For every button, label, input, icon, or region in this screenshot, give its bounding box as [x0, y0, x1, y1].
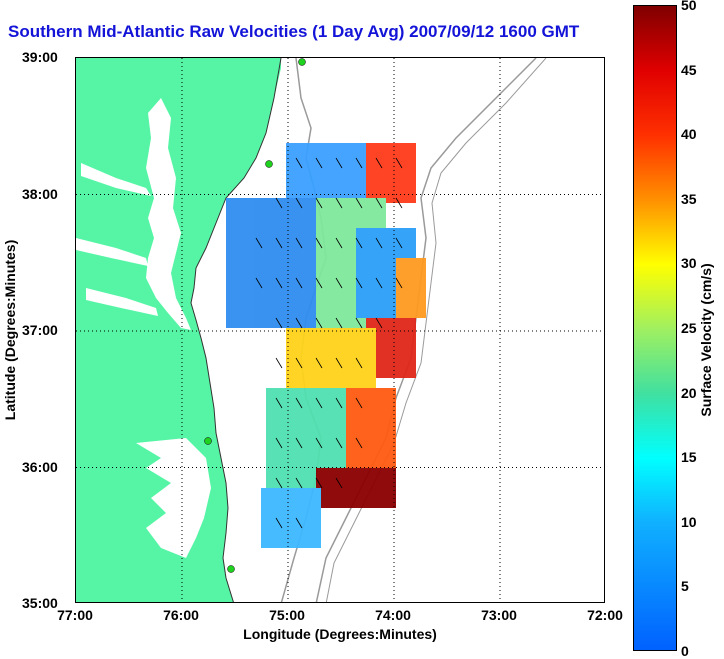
coastline [190, 58, 282, 602]
x-tick-label: 75:00 [269, 607, 305, 623]
colorbar-tick-label: 45 [681, 61, 697, 78]
x-tick-label: 72:00 [587, 607, 623, 623]
x-tick-label: 73:00 [481, 607, 517, 623]
y-tick-label: 39:00 [22, 49, 58, 65]
colorbar-tick-label: 15 [681, 449, 697, 466]
colorbar-label: Surface Velocity (cm/s) [698, 263, 714, 417]
colorbar-tick-label: 20 [681, 384, 697, 401]
y-tick-label: 36:00 [22, 458, 58, 475]
colorbar [633, 5, 677, 651]
y-tick-label: 38:00 [22, 185, 58, 202]
y-tick-label: 35:00 [22, 595, 58, 611]
river [81, 163, 151, 196]
station-marker [227, 565, 235, 573]
colorbar-tick-label: 5 [681, 578, 689, 595]
colorbar-tick-label: 30 [681, 255, 697, 272]
station-marker [298, 58, 306, 66]
bathymetry-contour [325, 58, 547, 602]
map-canvas [76, 58, 604, 602]
velocity-map [75, 57, 605, 603]
colorbar-tick-label: 50 [681, 0, 697, 13]
land-mass [76, 58, 281, 602]
y-axis-label: Latitude (Degrees:Minutes) [2, 239, 18, 421]
x-tick-label: 77:00 [57, 607, 93, 623]
station-marker [204, 437, 212, 445]
colorbar-tick-label: 25 [681, 320, 697, 336]
map-title: Southern Mid-Atlantic Raw Velocities (1 … [8, 22, 580, 41]
velocity-field [226, 143, 426, 548]
colorbar-tick-label: 35 [681, 190, 697, 207]
x-tick-label: 74:00 [375, 607, 411, 623]
chesapeake-bay [146, 98, 191, 330]
colorbar-gradient [634, 6, 676, 650]
y-tick-label: 37:00 [22, 322, 58, 338]
river [76, 238, 148, 266]
x-tick-label: 76:00 [163, 607, 199, 623]
colorbar-tick-label: 40 [681, 126, 697, 143]
river [86, 288, 158, 316]
station-marker [265, 160, 273, 168]
grid [76, 58, 604, 602]
colorbar-tick-label: 0 [681, 643, 689, 659]
velocity-arrows [255, 157, 403, 529]
x-axis-label: Longitude (Degrees:Minutes) [243, 626, 437, 642]
colorbar-tick-label: 10 [681, 513, 697, 530]
